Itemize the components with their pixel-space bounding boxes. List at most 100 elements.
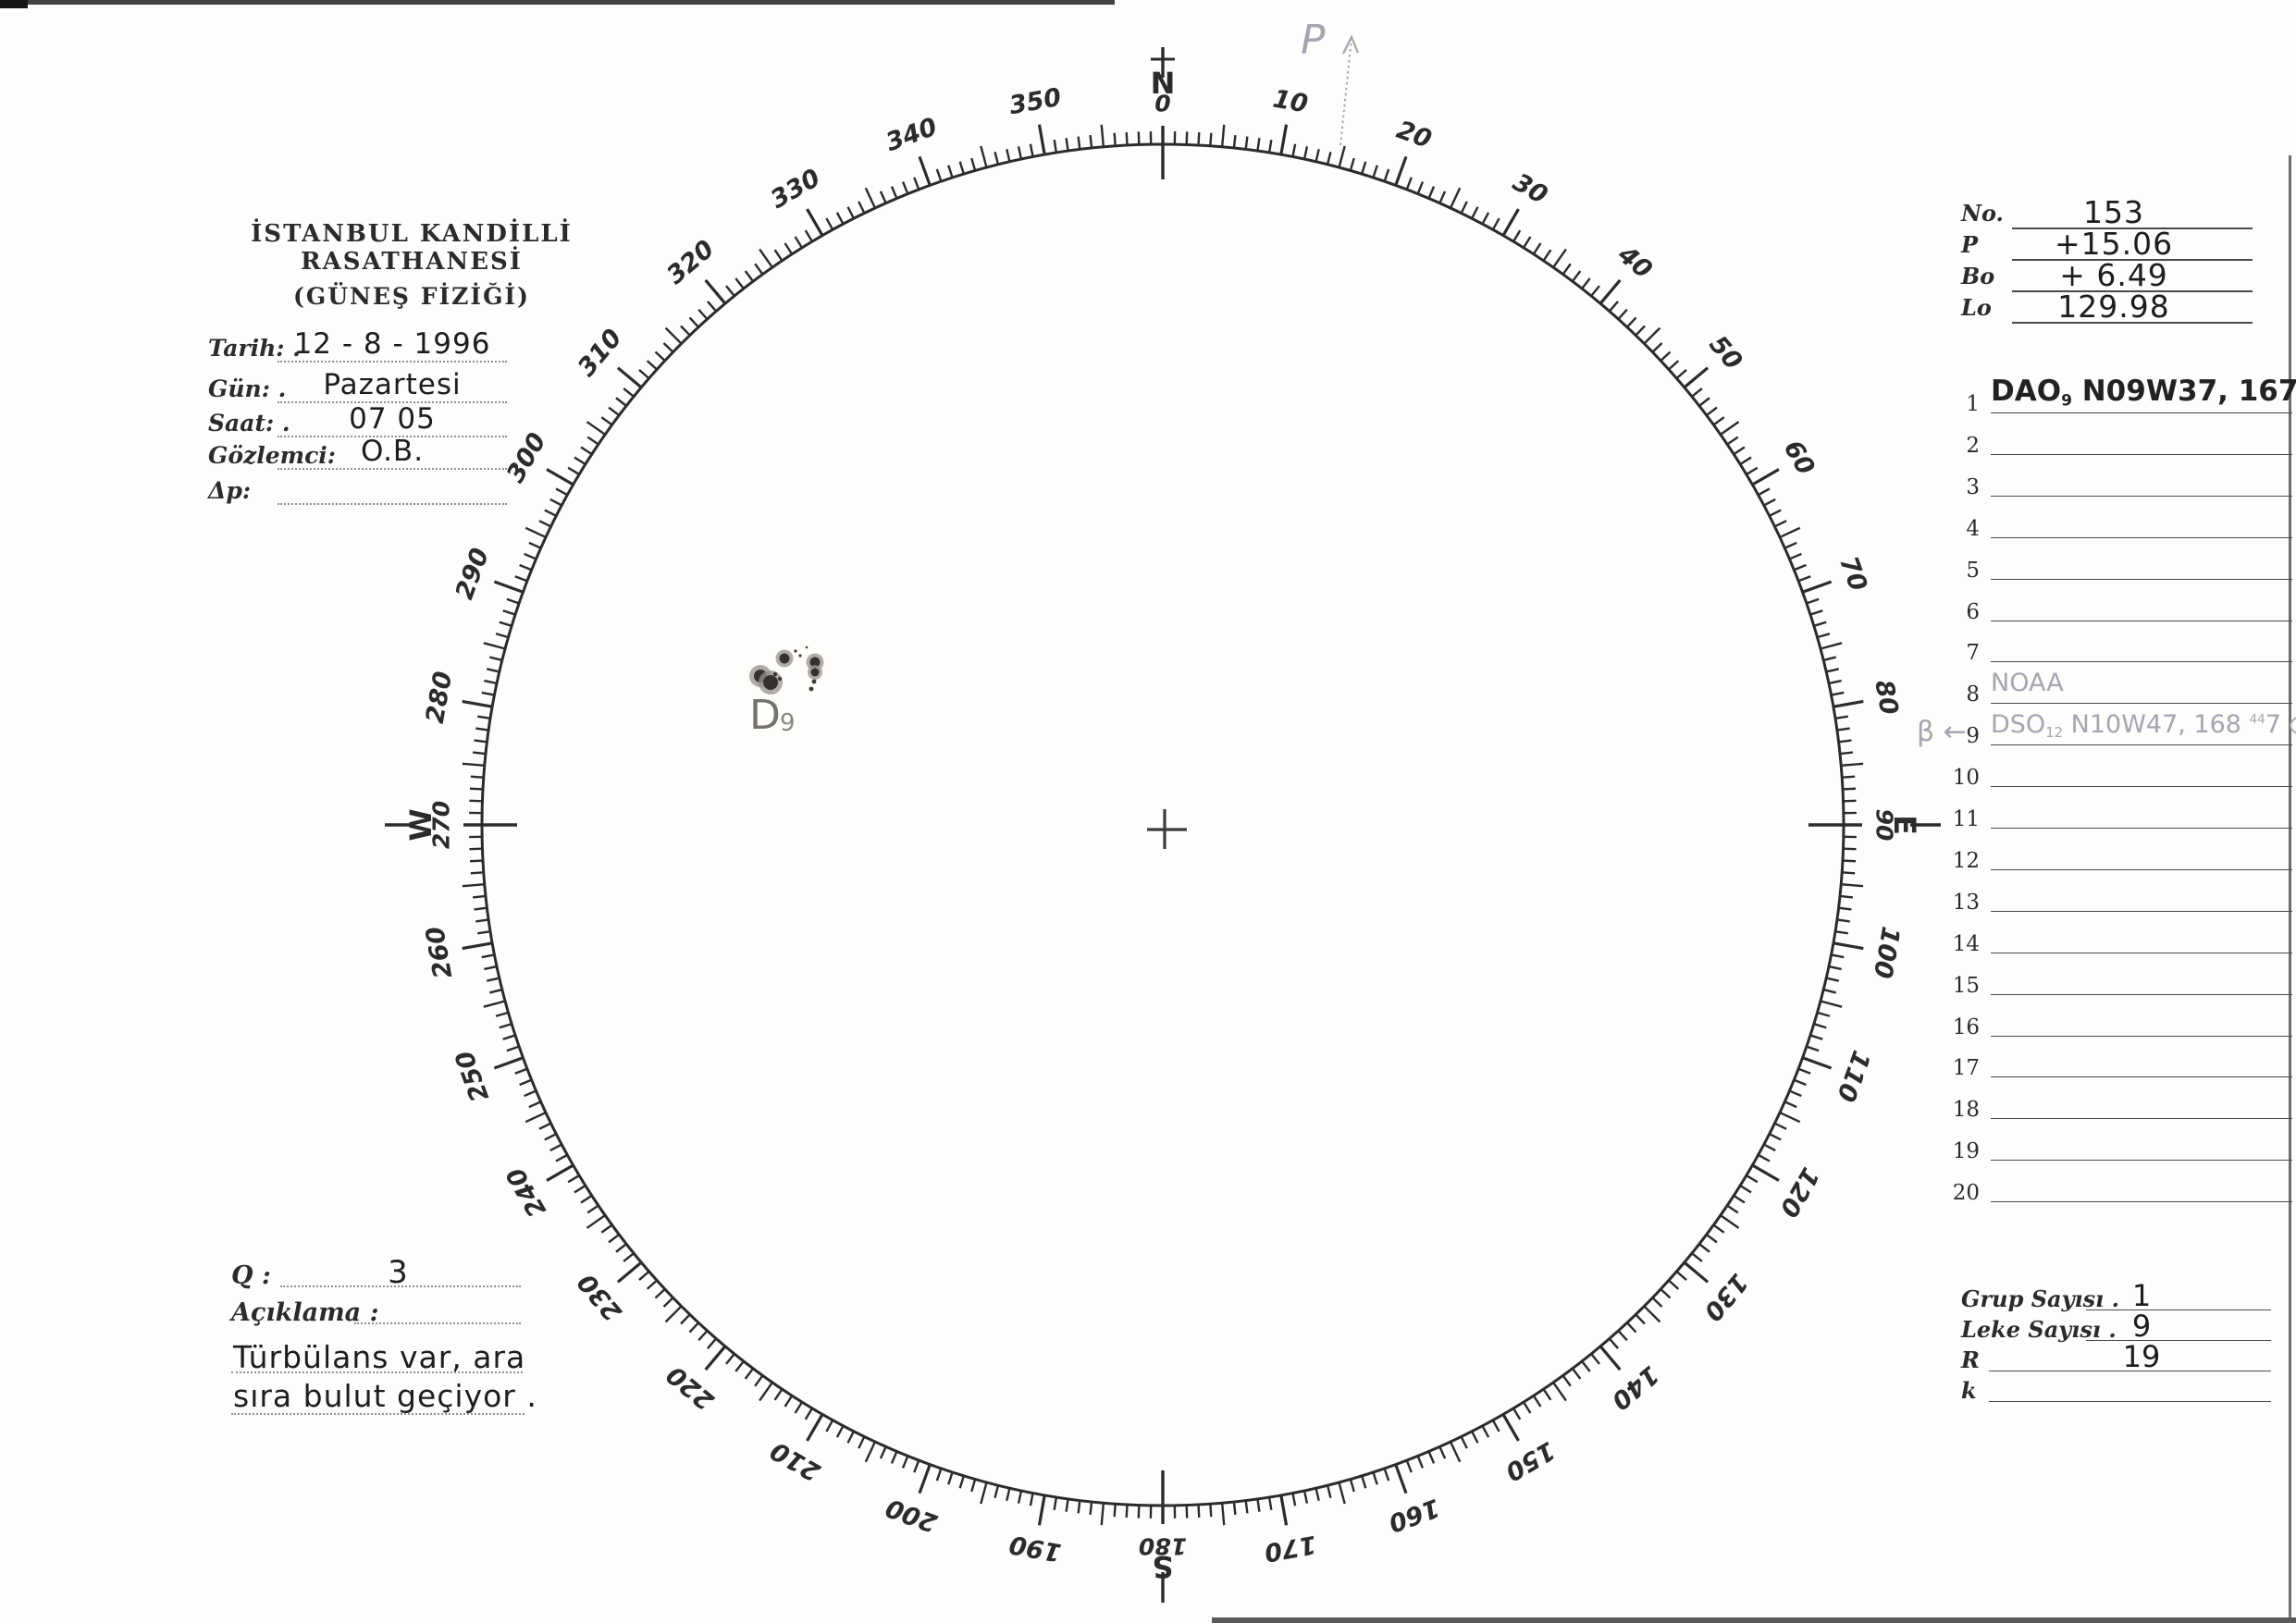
entry-text: N09W37, 167 7(30) [2081, 375, 2296, 408]
degree-tick-ring [462, 124, 1864, 1526]
group-list-line-13 [1991, 910, 2292, 912]
remarks-underline-1 [231, 1371, 523, 1373]
group-list-number-5: 5 [1966, 558, 1980, 583]
svg-text:160: 160 [1385, 1493, 1444, 1537]
svg-text:240: 240 [501, 1162, 552, 1222]
scan-artifact-right-edge [2289, 155, 2291, 1623]
svg-text:W: W [403, 808, 438, 841]
group-list-number-10: 10 [1952, 766, 1980, 791]
group-list-entry-8: NOAA [1991, 669, 2064, 697]
svg-text:140: 140 [1606, 1359, 1664, 1415]
summary-value-2: 19 [2122, 1339, 2161, 1374]
group-list-line-1 [1991, 412, 2292, 413]
q-dotted-line [280, 1285, 521, 1287]
svg-text:200: 200 [883, 1493, 942, 1537]
summary-underline-1 [2086, 1340, 2271, 1341]
summary-value-1: 9 [2131, 1309, 2152, 1344]
scan-artifact-top-strip [0, 0, 1115, 5]
svg-text:310: 310 [573, 324, 628, 382]
field-value-1: Pazartesi [323, 368, 462, 401]
group-list-number-18: 18 [1952, 1098, 1980, 1123]
svg-text:40: 40 [1611, 240, 1657, 285]
group-list-line-2 [1991, 453, 2292, 455]
group-list-line-16 [1991, 1035, 2292, 1037]
group-list-number-14: 14 [1952, 931, 1980, 956]
ephemeris-value-1: +15.06 [2054, 226, 2174, 262]
group-list-number-17: 17 [1952, 1056, 1980, 1081]
ephemeris-label-1: P [1961, 231, 1979, 258]
cardinal-marker-N: 0N [1151, 47, 1175, 179]
field-label-2: Saat: . [208, 410, 290, 436]
noaa-region-circled: 7982 [2289, 710, 2296, 742]
group-list-number-13: 13 [1952, 890, 1980, 915]
group-list-line-20 [1991, 1201, 2292, 1203]
group-list-line-11 [1991, 828, 2292, 829]
remarks-dotted-line [354, 1322, 521, 1324]
group-list-number-12: 12 [1952, 848, 1980, 873]
svg-text:110: 110 [1831, 1047, 1875, 1106]
degree-labels: 10 20 30 40 50 60 70 80 100 110 120 130 140 150 160 170… [421, 83, 1905, 1567]
svg-text:220: 220 [661, 1359, 720, 1415]
ephemeris-label-3: Lo [1961, 294, 1992, 321]
svg-text:270: 270 [428, 801, 455, 849]
ephemeris-label-0: No. [1961, 200, 2004, 227]
svg-text:320: 320 [661, 235, 720, 290]
ephemeris-value-2: + 6.49 [2059, 257, 2168, 293]
group-list-number-7: 7 [1966, 641, 1980, 666]
svg-text:0: 0 [1154, 91, 1170, 117]
svg-text:330: 330 [766, 164, 825, 215]
svg-text:120: 120 [1773, 1162, 1824, 1222]
group-list-pencil-prefix: β ← [1917, 716, 1967, 749]
entry-text: 9 [2061, 391, 2072, 411]
remarks-underline-2 [231, 1413, 525, 1415]
summary-label-0: Grup Sayısı . [1961, 1285, 2120, 1312]
remarks-label: Açıklama : [231, 1298, 379, 1327]
svg-text:70: 70 [1833, 552, 1872, 595]
entry-text: NOAA [1991, 669, 2064, 698]
group-list-number-15: 15 [1952, 973, 1980, 998]
group-list-line-9 [1991, 744, 2292, 746]
group-list-line-4 [1991, 536, 2292, 538]
svg-text:130: 130 [1697, 1268, 1753, 1326]
svg-text:20: 20 [1393, 116, 1436, 154]
svg-text:260: 260 [421, 924, 458, 980]
svg-text:E: E [1887, 815, 1922, 835]
field-dotted-line-0 [278, 361, 507, 363]
field-label-0: Tarih: . [208, 335, 301, 362]
solar-limb-circle [480, 142, 1845, 1507]
group-list-number-8: 8 [1966, 682, 1980, 707]
ephemeris-underline-0 [2012, 227, 2253, 229]
ephemeris-value-3: 129.98 [2057, 289, 2170, 325]
field-dotted-line-4 [278, 503, 507, 505]
group-list-number-6: 6 [1966, 599, 1980, 624]
scan-artifact-corner [0, 0, 28, 8]
group-list-number-20: 20 [1952, 1181, 1980, 1206]
svg-text:50: 50 [1703, 330, 1747, 375]
field-label-4: Δp: [208, 477, 252, 504]
field-value-2: 07 05 [349, 402, 436, 436]
summary-underline-3 [1989, 1401, 2271, 1402]
group-list-number-3: 3 [1966, 474, 1980, 499]
field-value-3: O.B. [360, 435, 425, 468]
group-list-number-19: 19 [1952, 1139, 1980, 1164]
entry-text: 12 [2045, 723, 2064, 741]
group-list-line-3 [1991, 495, 2292, 497]
svg-text:80: 80 [1869, 678, 1903, 717]
group-list-line-15 [1991, 993, 2292, 995]
q-value: 3 [388, 1254, 408, 1291]
svg-text:60: 60 [1778, 436, 1821, 480]
svg-text:180: 180 [1139, 1533, 1187, 1560]
group-list-line-18 [1991, 1118, 2292, 1120]
svg-text:300: 300 [501, 428, 552, 487]
svg-text:210: 210 [766, 1435, 825, 1486]
summary-label-1: Leke Sayısı . [1961, 1316, 2117, 1343]
p-arrow-label: P [1301, 17, 1326, 64]
field-dotted-line-3 [278, 468, 507, 470]
field-value-0: 12 - 8 - 1996 [293, 327, 491, 361]
entry-text: 44 [2249, 712, 2265, 728]
svg-text:30: 30 [1508, 168, 1552, 211]
